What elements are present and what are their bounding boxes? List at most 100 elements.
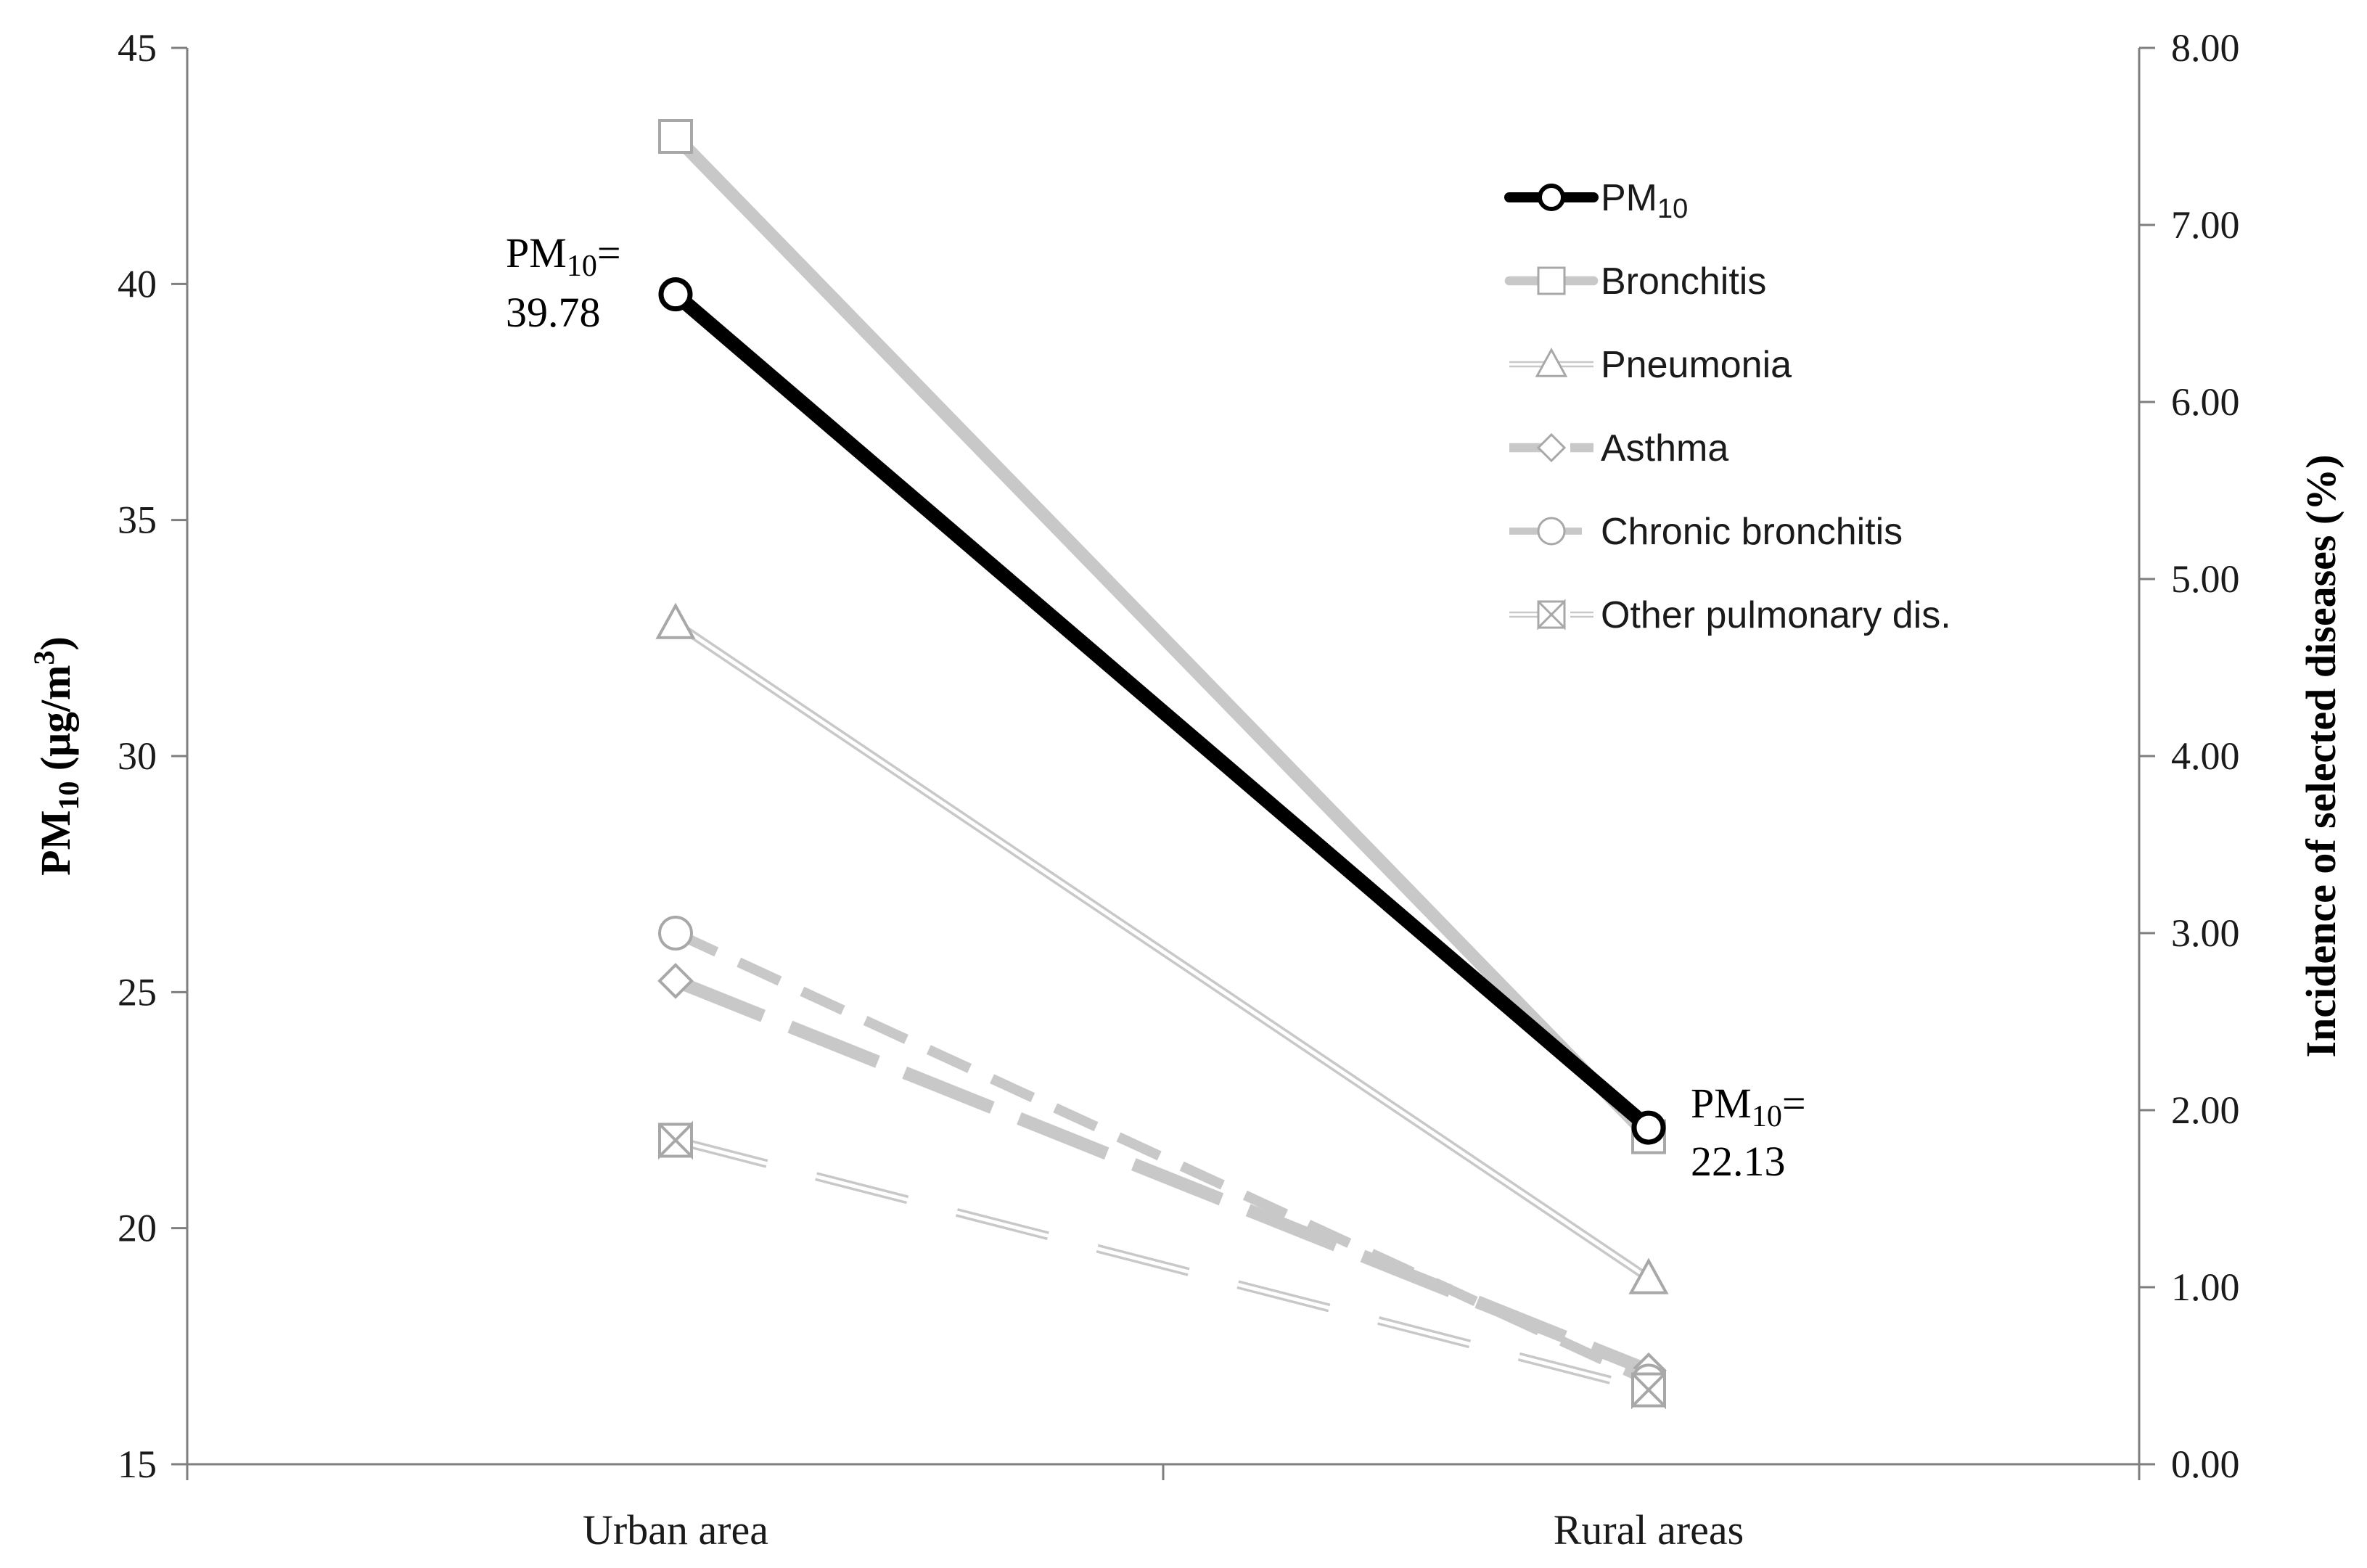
x-category-label: Urban area <box>583 1506 768 1553</box>
series-pneumonia-point <box>1628 1257 1669 1294</box>
pm10-annotation-sub: 10 <box>1752 1100 1782 1133</box>
legend-pneumonia-label: Pneumonia <box>1601 344 1792 386</box>
legend-chronic-bronchitis-marker-shape <box>1537 517 1566 546</box>
legend-pm10-marker <box>1538 184 1565 211</box>
right-y-axis-title: Incidence of selected diseases (%) <box>2297 454 2345 1057</box>
legend-chronic-bronchitis-label: Chronic bronchitis <box>1601 511 1903 553</box>
series-pneumonia-line-inner <box>674 621 1650 1280</box>
right-y-tick-label: 2.00 <box>2171 1088 2240 1132</box>
right-y-tick-label: 6.00 <box>2171 380 2240 424</box>
series-other-pulmonary-dis-point-cross <box>658 1120 693 1160</box>
left-y-axis-title-sup: 3 <box>28 651 60 665</box>
series-other-pulmonary-dis-point <box>1631 1370 1666 1410</box>
legend-chronic-bronchitis-item: Chronic bronchitis <box>1509 511 1903 553</box>
legend-bronchitis-label: Bronchitis <box>1601 260 1766 303</box>
left-y-tick-label: 15 <box>118 1442 157 1486</box>
x-category-label: Rural areas <box>1554 1506 1744 1553</box>
left-y-tick-label: 40 <box>118 262 157 305</box>
legend-other-pulmonary-dis-item: Other pulmonary dis. <box>1509 594 1951 636</box>
pm10-annotation-prefix: PM <box>1691 1080 1752 1127</box>
series-asthma-line <box>673 974 1652 1377</box>
series-pm10-line-stroke <box>668 287 1656 1136</box>
right-y-tick-label: 1.00 <box>2171 1265 2240 1309</box>
right-y-tick-label: 8.00 <box>2171 26 2240 70</box>
left-y-axis-title-main: PM <box>32 810 79 876</box>
left-y-tick-label: 20 <box>118 1207 157 1250</box>
series-pneumonia-point <box>655 602 696 639</box>
legend-other-pulmonary-dis-label-main: Other pulmonary dis. <box>1601 594 1951 636</box>
series-chronic-bronchitis-line <box>673 928 1651 1386</box>
series-bronchitis-point <box>658 119 693 154</box>
legend-pm10-label: PM10 <box>1601 177 1688 224</box>
series-bronchitis-line-stroke <box>669 130 1655 1144</box>
series-other-pulmonary-dis-line-inner <box>675 1138 1649 1392</box>
left-y-tick-label: 35 <box>118 498 157 542</box>
legend-asthma-item: Asthma <box>1509 427 1728 469</box>
left-y-axis-title-unit: (μg/m <box>32 665 79 781</box>
pm10-annotation-value: 39.78 <box>506 289 601 336</box>
series-pm10-point <box>658 277 693 312</box>
legend-pm10-item: PM10 <box>1504 177 1688 224</box>
pm10-annotation-suffix: = <box>597 229 621 276</box>
legend-asthma-label-main: Asthma <box>1601 427 1728 469</box>
legend-other-pulmonary-dis-marker-cross <box>1537 599 1566 631</box>
legend-pm10-marker-shape <box>1538 184 1565 211</box>
series-pneumonia-line <box>673 620 1652 1282</box>
series-pneumonia-point-shape <box>655 602 696 639</box>
chart-legend: PM10 Bronchitis Pneumonia Asthma Chronic bro… <box>1504 177 1951 636</box>
left-y-axis-title-close: ) <box>32 636 79 650</box>
series-pm10-point-shape <box>1631 1110 1666 1145</box>
right-y-tick-label: 0.00 <box>2171 1442 2240 1486</box>
series-bronchitis-point-shape <box>658 119 693 154</box>
left-y-axis-title: PM10 (μg/m3) <box>28 636 85 876</box>
right-y-tick-label: 5.00 <box>2171 557 2240 601</box>
legend-bronchitis-item: Bronchitis <box>1504 260 1766 303</box>
series-pneumonia-point-shape <box>1628 1257 1669 1294</box>
series-other-pulmonary-dis-point-cross <box>1631 1370 1666 1410</box>
legend-chronic-bronchitis-label-main: Chronic bronchitis <box>1601 511 1903 553</box>
legend-pneumonia-label-main: Pneumonia <box>1601 344 1792 386</box>
legend-other-pulmonary-dis-marker <box>1537 599 1566 631</box>
series-pm10-point-shape <box>658 277 693 312</box>
series-asthma-point <box>657 963 694 999</box>
left-y-tick-label: 25 <box>118 970 157 1014</box>
legend-asthma-label: Asthma <box>1601 427 1728 469</box>
left-y-tick-label: 30 <box>118 734 157 778</box>
series-other-pulmonary-dis-line <box>674 1136 1650 1395</box>
legend-chronic-bronchitis-marker <box>1537 517 1566 546</box>
legend-pneumonia-marker-shape <box>1535 348 1568 377</box>
legend-pneumonia-marker <box>1535 348 1568 377</box>
series-chronic-bronchitis-point-shape <box>658 916 693 951</box>
chart-axes: 15 20 25 30 35 40 45 0.00 1.00 2.00 3.00 4.00 5.00 6.… <box>28 26 2345 1553</box>
series-other-pulmonary-dis-point <box>658 1120 693 1160</box>
series-chronic-bronchitis-point <box>658 916 693 951</box>
legend-pm10-label-main: PM <box>1601 177 1657 219</box>
series-pm10-point <box>1631 1110 1666 1145</box>
pm10-annotation-label: PM10= <box>506 229 621 283</box>
legend-bronchitis-marker <box>1537 266 1566 295</box>
left-y-tick-label: 45 <box>118 26 157 70</box>
legend-bronchitis-label-main: Bronchitis <box>1601 260 1766 303</box>
pm10-annotation-label: PM10= <box>1691 1080 1806 1133</box>
right-y-tick-label: 4.00 <box>2171 734 2240 778</box>
legend-bronchitis-marker-shape <box>1537 266 1566 295</box>
series-asthma-line-stroke <box>673 974 1652 1377</box>
legend-pneumonia-item: Pneumonia <box>1509 344 1792 386</box>
pm10-annotation-value: 22.13 <box>1691 1138 1786 1185</box>
series-bronchitis-line <box>669 130 1655 1144</box>
series-asthma-point-shape <box>657 963 694 999</box>
pm10-annotation-suffix: = <box>1782 1080 1806 1127</box>
series-pm10-line <box>668 287 1656 1136</box>
left-y-axis-title-sub: 10 <box>52 781 85 810</box>
pm10-annotation-prefix: PM <box>506 229 567 276</box>
series-chronic-bronchitis-line-stroke <box>673 928 1651 1386</box>
right-y-tick-label: 7.00 <box>2171 203 2240 247</box>
pm10-annotation-sub: 10 <box>567 250 597 283</box>
legend-pm10-label-sub: 10 <box>1657 194 1688 224</box>
chart-series <box>655 119 1669 1410</box>
legend-asthma-marker-shape <box>1536 432 1567 463</box>
right-y-tick-label: 3.00 <box>2171 911 2240 955</box>
legend-other-pulmonary-dis-label: Other pulmonary dis. <box>1601 594 1951 636</box>
